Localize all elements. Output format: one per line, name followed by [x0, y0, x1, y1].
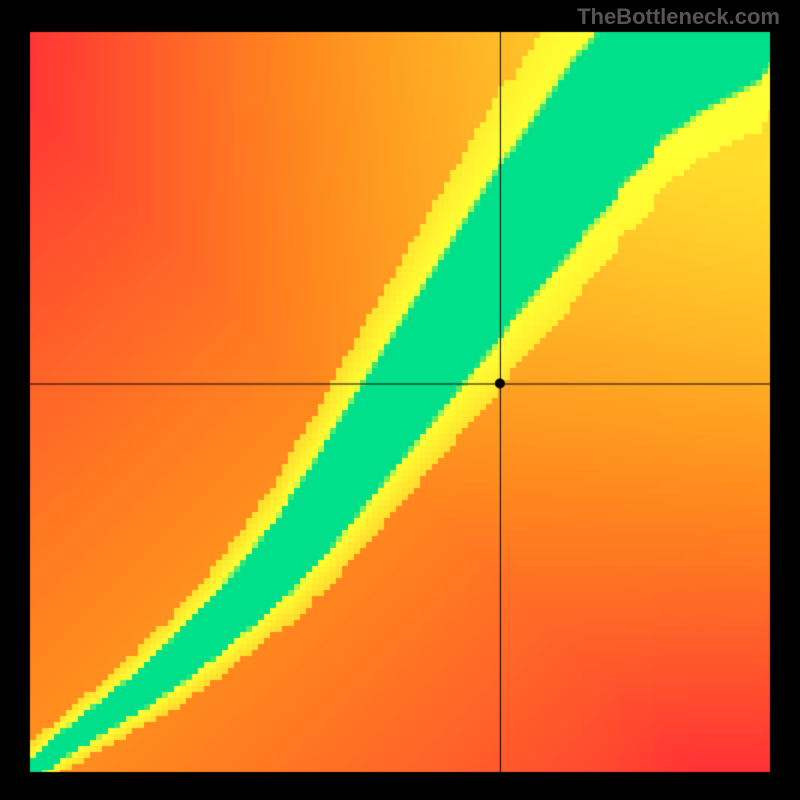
bottleneck-heatmap — [0, 0, 800, 800]
chart-container: { "watermark": { "text": "TheBottleneck.… — [0, 0, 800, 800]
watermark-text: TheBottleneck.com — [577, 4, 780, 30]
